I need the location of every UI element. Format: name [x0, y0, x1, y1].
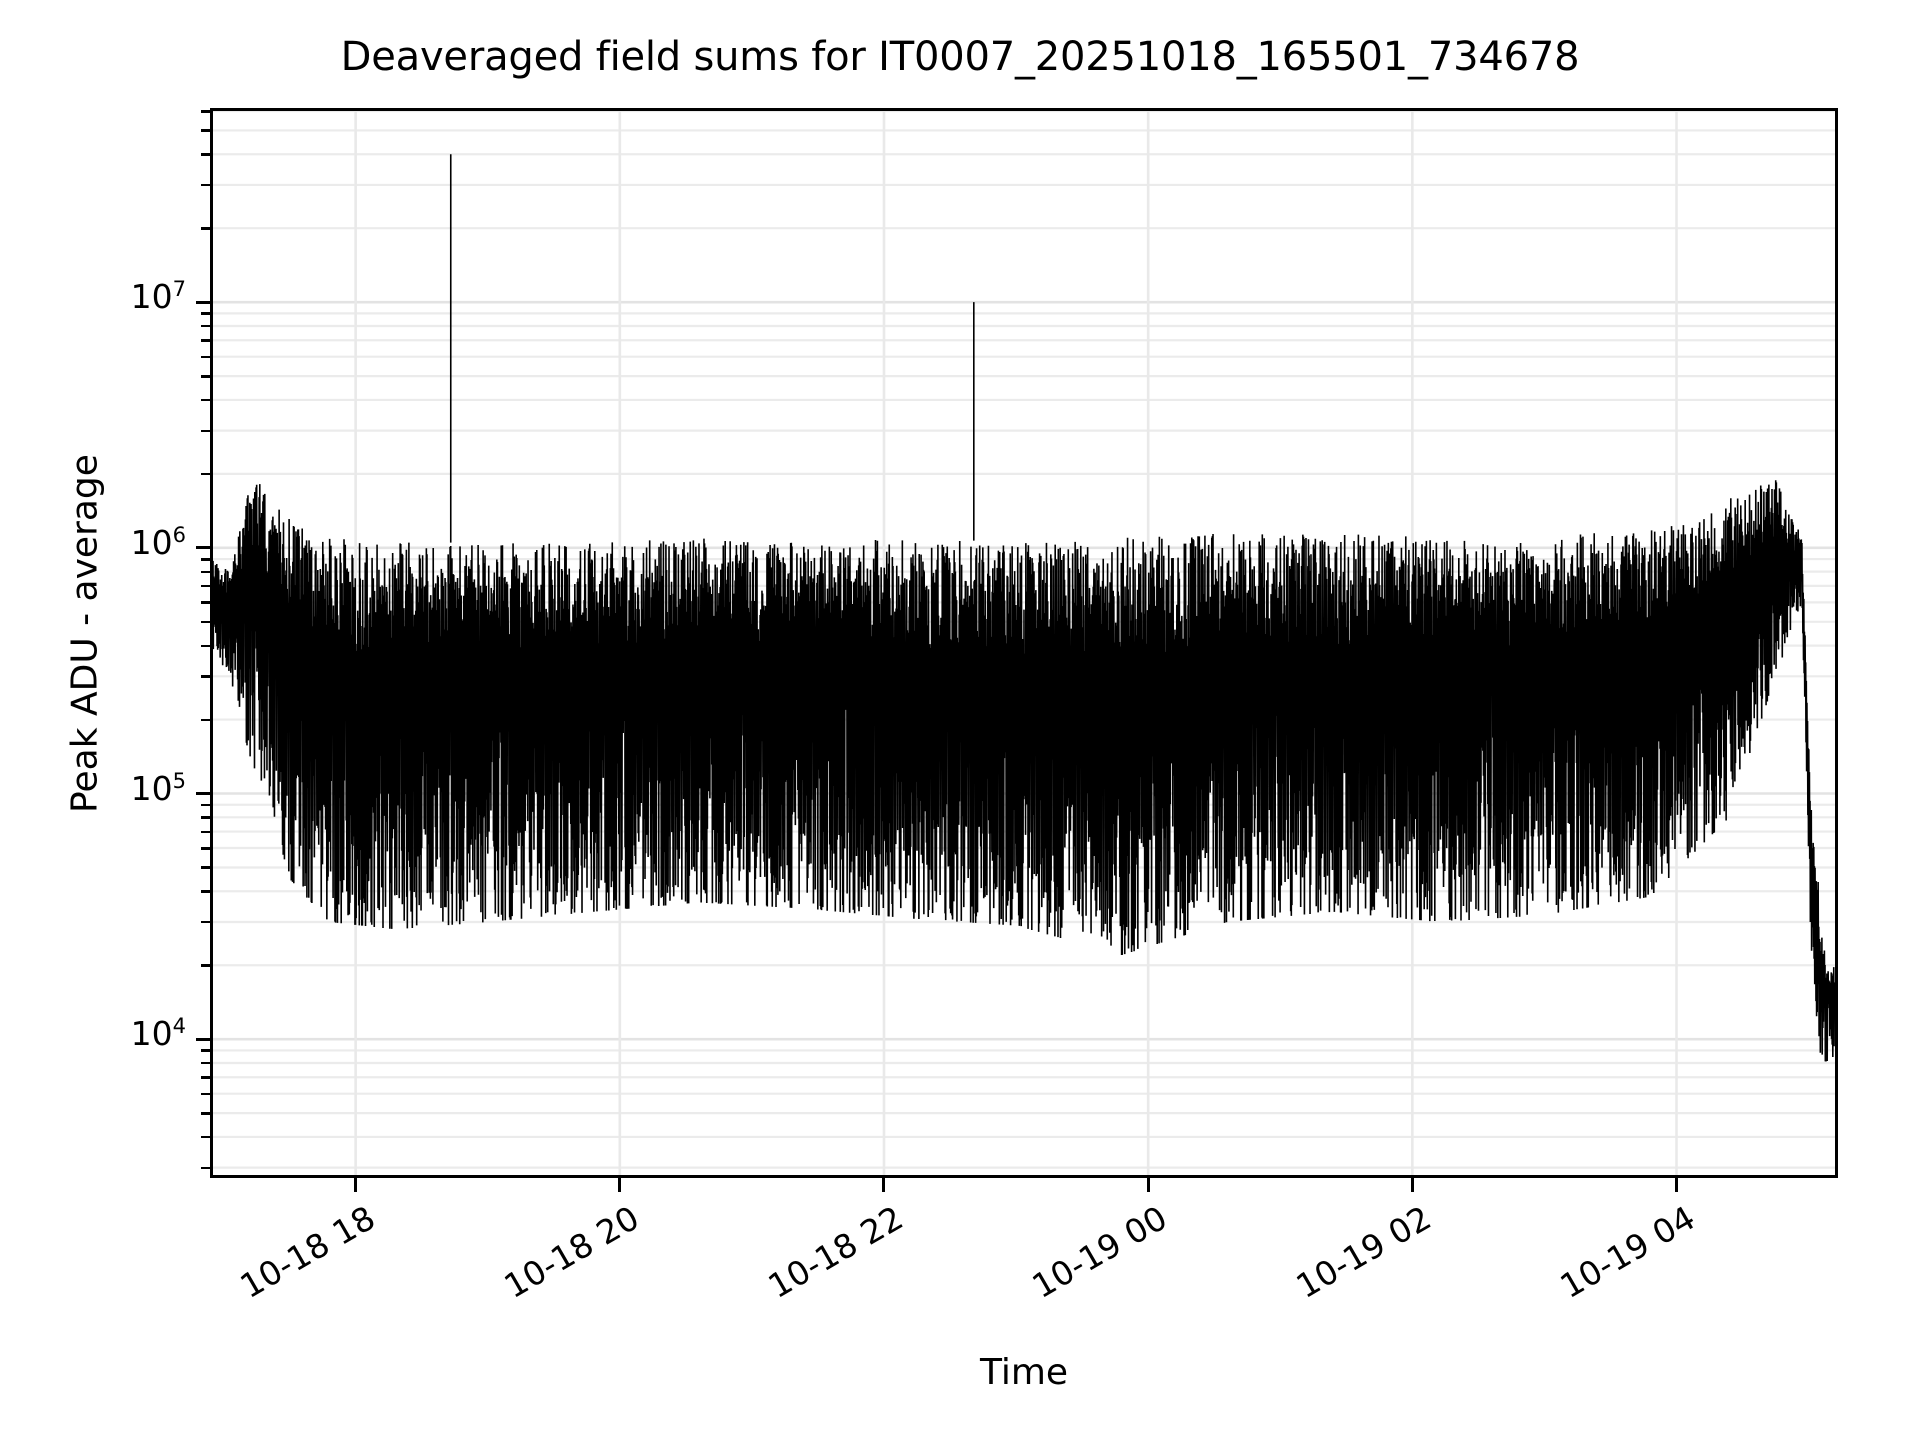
x-tick-mark: [618, 1178, 622, 1192]
x-tick-label: 10-19 02: [1289, 1198, 1438, 1306]
x-tick-mark: [1410, 1178, 1414, 1192]
y-tick-minor-mark: [201, 570, 210, 574]
y-tick-mantissa: 10: [130, 277, 173, 317]
y-axis-tick-labels: 104 105 106 107: [0, 0, 186, 1440]
y-tick-minor-mark: [201, 920, 210, 924]
x-tick-label: 10-18 22: [761, 1198, 910, 1306]
x-tick-label: 10-19 00: [1025, 1198, 1174, 1306]
y-tick-minor-mark: [201, 472, 210, 476]
y-tick-minor-mark: [201, 584, 210, 588]
x-tick-label: 10-19 04: [1553, 1198, 1702, 1306]
x-tick-mark: [1674, 1178, 1678, 1192]
y-tick-minor-mark: [201, 183, 210, 187]
y-tick-minor-mark: [201, 847, 210, 850]
y-tick-exponent: 7: [172, 277, 186, 302]
y-tick-minor-mark: [201, 355, 210, 359]
y-tick-major-mark: [196, 300, 210, 304]
x-axis-title: Time: [979, 1352, 1069, 1393]
y-tick-minor-mark: [201, 339, 210, 342]
y-tick-exponent: 4: [172, 1014, 186, 1039]
y-tick-minor-mark: [201, 803, 210, 807]
y-tick-label: 107: [130, 277, 186, 317]
y-tick-minor-mark: [201, 227, 210, 230]
x-tick-label: 10-18 18: [233, 1198, 382, 1306]
y-tick-minor-mark: [201, 620, 210, 624]
plot-area: [210, 108, 1838, 1178]
y-tick-minor-mark: [201, 644, 210, 648]
x-tick-mark: [882, 1178, 886, 1192]
y-tick-minor-mark: [201, 675, 210, 678]
y-tick-label: 104: [130, 1014, 186, 1054]
data-series-trace: [213, 111, 1835, 1175]
y-tick-minor-mark: [201, 1061, 210, 1065]
y-tick-minor-mark: [201, 375, 210, 378]
y-tick-label: 105: [130, 768, 186, 808]
y-tick-minor-mark: [201, 429, 210, 433]
y-tick-minor-mark: [201, 1112, 210, 1115]
page-title: Deaveraged field sums for IT0007_2025101…: [340, 34, 1580, 80]
y-tick-exponent: 6: [172, 522, 186, 547]
y-tick-major-mark: [196, 1037, 210, 1041]
y-tick-minor-mark: [201, 110, 210, 113]
y-tick-minor-mark: [201, 1092, 210, 1096]
y-tick-minor-mark: [201, 312, 210, 315]
y-tick-major-mark: [196, 546, 210, 550]
y-tick-minor-mark: [201, 1135, 210, 1139]
y-tick-exponent: 5: [172, 768, 186, 793]
y-tick-minor-mark: [201, 830, 210, 834]
y-tick-minor-mark: [201, 1166, 210, 1170]
y-tick-minor-mark: [201, 129, 210, 132]
y-tick-mantissa: 10: [130, 768, 173, 808]
y-tick-minor-mark: [201, 398, 210, 402]
y-tick-minor-mark: [201, 153, 210, 156]
x-tick-mark: [354, 1178, 358, 1192]
y-tick-minor-mark: [201, 718, 210, 722]
y-tick-minor-mark: [201, 866, 210, 869]
y-tick-minor-mark: [201, 964, 210, 967]
y-tick-minor-mark: [201, 558, 210, 561]
y-tick-mantissa: 10: [130, 522, 173, 562]
y-tick-minor-mark: [201, 1049, 210, 1052]
y-tick-minor-mark: [201, 324, 210, 328]
x-tick-mark: [1146, 1178, 1150, 1192]
y-tick-mantissa: 10: [130, 1014, 173, 1054]
y-tick-major-mark: [196, 792, 210, 795]
y-tick-minor-mark: [201, 816, 210, 819]
y-tick-label: 106: [130, 522, 186, 562]
y-tick-minor-mark: [201, 601, 210, 604]
y-tick-minor-mark: [201, 1076, 210, 1079]
y-tick-minor-mark: [201, 890, 210, 893]
x-tick-label: 10-18 20: [497, 1198, 646, 1306]
